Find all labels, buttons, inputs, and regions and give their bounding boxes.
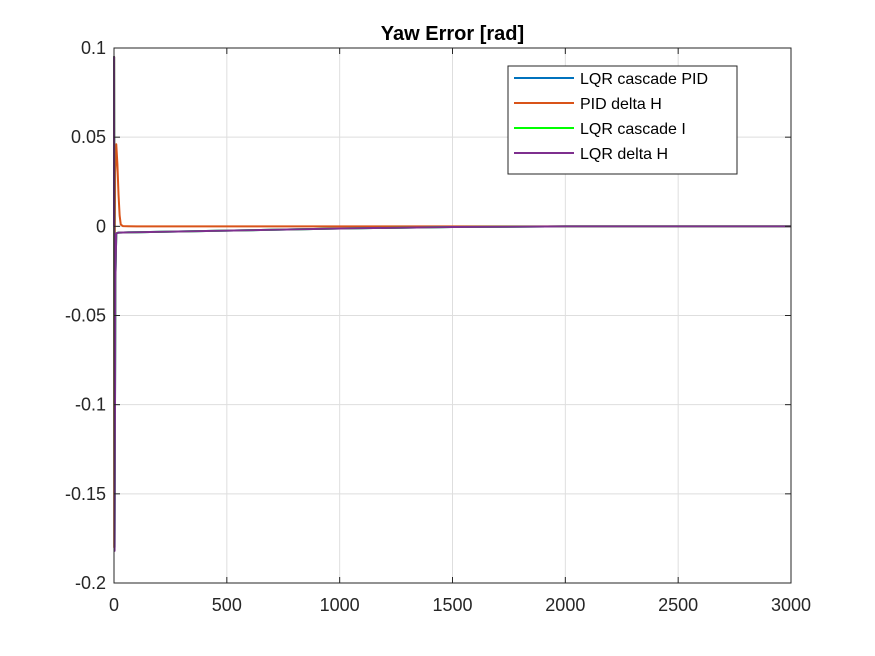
axis-ticks	[113, 47, 792, 584]
legend-label: LQR cascade I	[580, 121, 686, 138]
x-tick-label: 2500	[658, 595, 698, 615]
y-tick-labels: -0.2 -0.15 -0.1 -0.05 0 0.05 0.1	[65, 38, 106, 593]
legend-label: LQR delta H	[580, 146, 668, 163]
legend: LQR cascade PID PID delta H LQR cascade I L…	[507, 65, 738, 175]
y-tick-label: -0.05	[65, 306, 106, 326]
x-tick-label: 500	[212, 595, 242, 615]
legend-label: PID delta H	[580, 96, 662, 113]
y-tick-label: 0.05	[71, 127, 106, 147]
y-tick-label: 0	[96, 216, 106, 236]
chart-title: Yaw Error [rad]	[381, 23, 524, 45]
y-tick-label: -0.15	[65, 484, 106, 504]
x-tick-label: 1000	[320, 595, 360, 615]
y-tick-label: -0.2	[75, 573, 106, 593]
x-tick-label: 0	[109, 595, 119, 615]
x-tick-labels: 0 500 1000 1500 2000 2500 3000	[109, 595, 811, 615]
x-tick-label: 1500	[432, 595, 472, 615]
x-tick-label: 3000	[771, 595, 811, 615]
legend-box	[507, 65, 738, 175]
x-tick-label: 2000	[545, 595, 585, 615]
legend-label: LQR cascade PID	[580, 71, 708, 88]
y-tick-label: -0.1	[75, 395, 106, 415]
y-tick-label: 0.1	[81, 38, 106, 58]
